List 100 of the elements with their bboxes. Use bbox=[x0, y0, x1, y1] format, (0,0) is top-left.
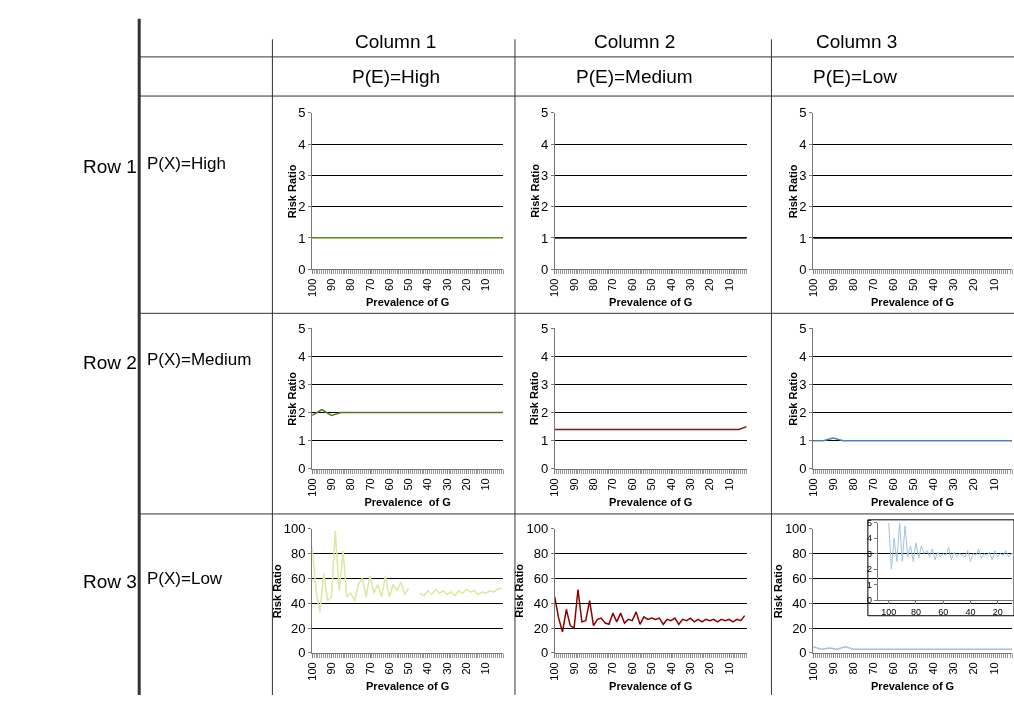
text: Column 1 bbox=[355, 31, 437, 52]
x-tick-label: 80 bbox=[587, 478, 600, 491]
x-tick-label: 10 bbox=[722, 278, 735, 291]
x-tick-label: 70 bbox=[867, 278, 880, 291]
x-tick-label: 50 bbox=[402, 278, 415, 291]
y-tick-label: 1 bbox=[298, 433, 306, 449]
y-tick-label: 3 bbox=[799, 376, 807, 392]
text: Row 1 bbox=[83, 156, 137, 177]
x-tick-label: 10 bbox=[987, 478, 1000, 491]
y-tick-label: 0 bbox=[298, 261, 306, 277]
x-tick-label: 60 bbox=[887, 662, 900, 675]
x-tick-label: 50 bbox=[907, 278, 920, 291]
x-tick-label: 50 bbox=[907, 478, 920, 491]
x-tick-label: 30 bbox=[440, 278, 453, 291]
x-tick-label: 10 bbox=[479, 662, 492, 675]
y-tick-label: 2 bbox=[540, 199, 549, 215]
x-tick-label: 90 bbox=[325, 478, 338, 491]
y-tick-label: 80 bbox=[533, 546, 549, 562]
text: Row 3 bbox=[83, 571, 137, 592]
x-tick-label: 20 bbox=[967, 478, 980, 491]
x-tick-label: 70 bbox=[606, 478, 619, 491]
x-tick-label: 90 bbox=[325, 662, 338, 675]
text: Column 2 bbox=[594, 31, 676, 52]
x-tick-label: 30 bbox=[683, 478, 696, 491]
x-tick-label: 10 bbox=[722, 478, 735, 491]
y-tick-label: 0 bbox=[540, 261, 549, 277]
y-tick-label: 0 bbox=[799, 461, 807, 477]
y-tick-label: 4 bbox=[298, 136, 306, 152]
x-axis-title: Prevalence of G bbox=[609, 495, 693, 508]
y-tick-label: 3 bbox=[799, 167, 807, 183]
y-tick-label: 4 bbox=[540, 348, 549, 364]
y-tick-label: 1 bbox=[298, 230, 306, 246]
y-tick-label: 2 bbox=[867, 564, 873, 575]
x-tick-label: 70 bbox=[606, 662, 619, 675]
y-tick-label: 20 bbox=[792, 620, 807, 636]
x-tick-label: 30 bbox=[947, 662, 960, 675]
x-tick-label: 90 bbox=[826, 278, 839, 291]
x-tick-label: 70 bbox=[363, 662, 376, 675]
x-axis-title: Prevalence of G bbox=[364, 495, 451, 508]
line-series bbox=[554, 588, 746, 633]
x-tick-label: 40 bbox=[965, 606, 976, 617]
x-tick-label: 60 bbox=[625, 478, 638, 491]
x-tick-label: 40 bbox=[664, 662, 677, 675]
text: P(E)=Low bbox=[813, 66, 898, 87]
x-tick-label: 90 bbox=[826, 478, 839, 491]
text: P(X)=High bbox=[147, 154, 226, 173]
x-tick-label: 60 bbox=[887, 478, 900, 491]
y-tick-label: 2 bbox=[298, 405, 306, 421]
x-tick-label: 80 bbox=[846, 662, 859, 675]
y-axis-title: Risk Ratio bbox=[285, 371, 298, 426]
y-tick-label: 0 bbox=[799, 261, 807, 277]
y-tick-label: 3 bbox=[540, 376, 549, 392]
x-tick-label: 40 bbox=[927, 662, 940, 675]
y-tick-label: 20 bbox=[533, 620, 549, 636]
x-tick-label: 50 bbox=[645, 478, 658, 491]
y-tick-label: 3 bbox=[540, 167, 549, 183]
x-tick-label: 40 bbox=[664, 278, 677, 291]
y-tick-label: 0 bbox=[298, 645, 306, 661]
y-tick-label: 60 bbox=[533, 570, 549, 586]
y-tick-label: 0 bbox=[867, 595, 873, 606]
x-tick-label: 70 bbox=[867, 662, 880, 675]
x-tick-label: 50 bbox=[645, 662, 658, 675]
x-tick-label: 20 bbox=[459, 478, 472, 491]
x-tick-label: 50 bbox=[402, 478, 415, 491]
x-axis-title: Prevalence of G bbox=[871, 296, 955, 309]
y-tick-label: 80 bbox=[291, 546, 306, 562]
x-tick-label: 70 bbox=[363, 478, 376, 491]
text: Row 2 bbox=[83, 352, 137, 373]
x-tick-label: 40 bbox=[927, 278, 940, 291]
text: P(X)=Low bbox=[147, 569, 223, 588]
y-tick-label: 5 bbox=[298, 105, 306, 121]
y-tick-label: 5 bbox=[799, 320, 807, 336]
x-tick-label: 80 bbox=[910, 606, 921, 617]
y-tick-label: 5 bbox=[540, 320, 549, 336]
y-axis-title: Risk Ratio bbox=[787, 164, 800, 219]
x-tick-label: 20 bbox=[459, 662, 472, 675]
y-tick-label: 5 bbox=[540, 105, 549, 121]
x-tick-label: 60 bbox=[625, 278, 638, 291]
x-tick-label: 90 bbox=[567, 662, 580, 675]
y-axis-title: Risk Ratio bbox=[771, 564, 784, 619]
x-tick-label: 20 bbox=[703, 478, 716, 491]
x-axis-title: Prevalence of G bbox=[609, 679, 693, 692]
y-tick-label: 2 bbox=[799, 405, 807, 421]
y-tick-label: 4 bbox=[540, 136, 549, 152]
x-tick-label: 50 bbox=[907, 662, 920, 675]
x-tick-label: 20 bbox=[967, 662, 980, 675]
y-tick-label: 4 bbox=[867, 533, 873, 544]
y-tick-label: 100 bbox=[283, 521, 306, 537]
x-tick-label: 20 bbox=[992, 606, 1003, 617]
text: P(X)=Medium bbox=[147, 350, 252, 369]
x-tick-label: 50 bbox=[402, 662, 415, 675]
x-tick-label: 20 bbox=[459, 278, 472, 291]
x-tick-label: 30 bbox=[440, 478, 453, 491]
x-tick-label: 90 bbox=[567, 478, 580, 491]
x-axis-title: Prevalence of G bbox=[871, 495, 955, 508]
x-tick-label: 80 bbox=[846, 278, 859, 291]
x-axis-title: Prevalence of G bbox=[366, 679, 450, 692]
x-tick-label: 30 bbox=[947, 278, 960, 291]
y-tick-label: 1 bbox=[540, 230, 549, 246]
y-tick-label: 1 bbox=[799, 230, 807, 246]
